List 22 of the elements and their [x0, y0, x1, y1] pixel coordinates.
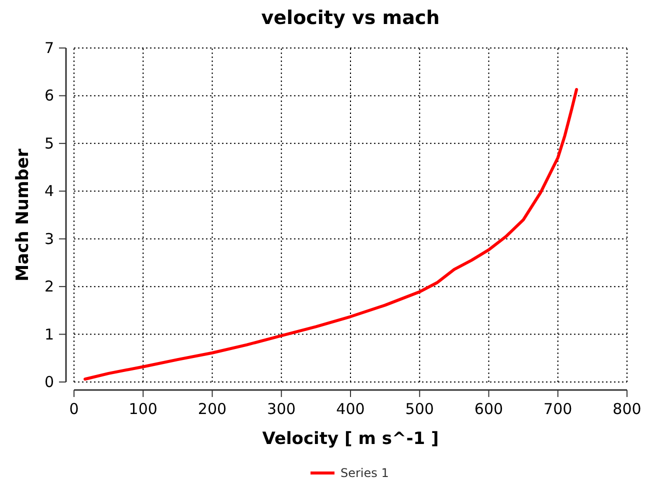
y-tick-label: 1 — [44, 325, 54, 344]
chart-title: velocity vs mach — [261, 7, 440, 29]
x-tick-label: 0 — [69, 400, 79, 418]
x-tick-label: 400 — [336, 400, 365, 418]
y-tick-label: 0 — [44, 373, 54, 391]
x-tick-label: 100 — [128, 400, 158, 418]
y-tick-label: 4 — [44, 182, 54, 200]
line-series — [84, 88, 578, 381]
y-tick-label: 6 — [44, 86, 54, 105]
y-tick-label: 3 — [44, 230, 54, 248]
y-tick-label: 5 — [44, 134, 54, 152]
x-tick-label: 200 — [198, 400, 227, 418]
x-tick-label: 300 — [267, 400, 296, 418]
legend-label: Series 1 — [340, 466, 389, 480]
y-tick-label: 7 — [44, 39, 54, 57]
x-tick-label: 500 — [405, 400, 434, 418]
x-tick-label: 800 — [612, 400, 642, 418]
x-tick-label: 700 — [544, 400, 572, 418]
x-axis-title: Velocity [ m s^-1 ] — [262, 429, 439, 449]
x-tick-label: 600 — [474, 400, 504, 418]
y-axis-title: Mach Number — [13, 148, 33, 282]
y-tick-label: 2 — [44, 278, 54, 296]
